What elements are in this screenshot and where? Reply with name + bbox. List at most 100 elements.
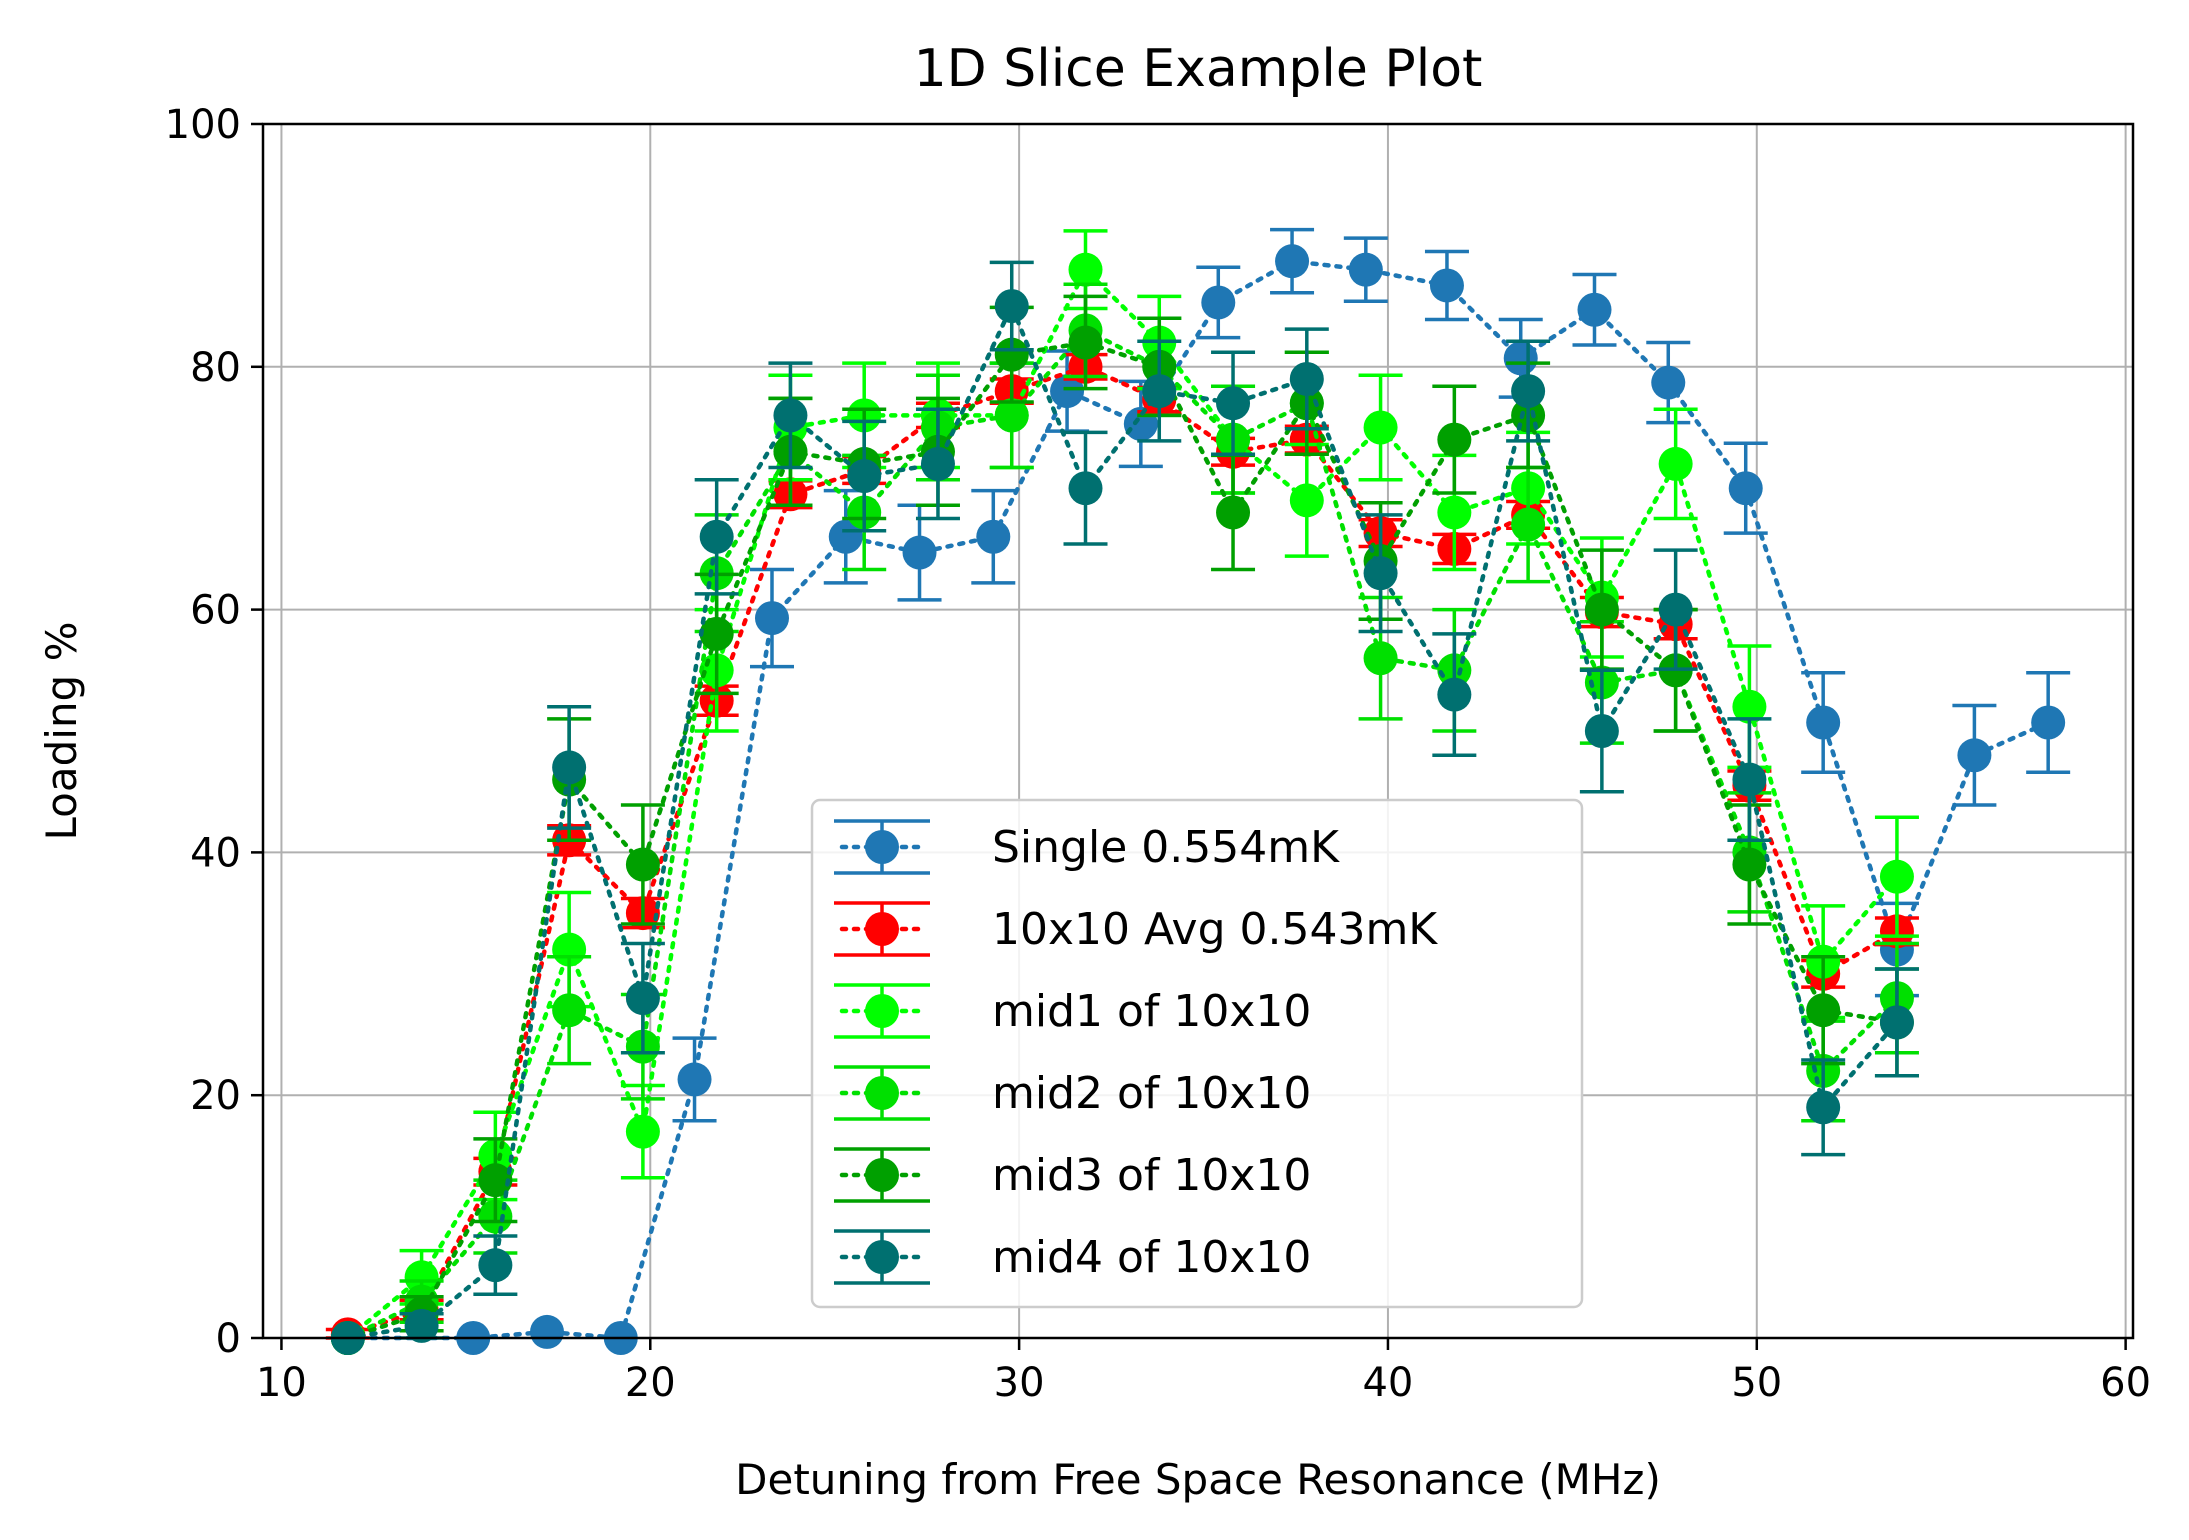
data-point [1363,410,1398,445]
data-point [1068,325,1103,360]
data-point [1732,689,1767,724]
series-group [330,260,1919,1355]
data-point [1658,446,1693,481]
data-point [404,1308,439,1343]
legend-marker [865,1240,899,1274]
data-point [1437,495,1472,530]
legend-marker [865,912,899,946]
legend-marker [865,1076,899,1110]
data-point [1806,1090,1841,1125]
legend-marker [865,830,899,864]
series-line [345,300,1900,1341]
series-line [345,364,1900,1337]
data-point [1363,641,1398,676]
y-tick-label: 60 [190,588,241,634]
legend-item: 10x10 Avg 0.543mK [834,901,1438,957]
y-tick-label: 40 [190,830,241,876]
data-point [1050,374,1085,409]
data-point [1429,268,1464,303]
chart-title: 1D Slice Example Plot [914,39,1483,99]
data-point [1068,471,1103,506]
data-point [1437,422,1472,457]
data-point [1584,592,1619,627]
data-point [1806,993,1841,1028]
data-point [625,981,660,1016]
data-point [478,1163,513,1198]
data-point [1201,285,1236,320]
data-point [976,519,1011,554]
legend-label: 10x10 Avg 0.543mK [992,904,1438,955]
axis-ticks: 10 20 30 40 50 60 0 20 40 60 80 100 [165,102,2151,1406]
x-tick-label: 40 [1362,1360,1413,1406]
series-line [345,265,1900,1341]
x-tick-label: 30 [994,1360,1045,1406]
data-point [1957,738,1992,773]
data-point [1879,859,1914,894]
data-point [1363,556,1398,591]
data-point [773,398,808,433]
data-point [1289,361,1324,396]
series-line [345,327,1900,1341]
legend-item: mid2 of 10x10 [834,1065,1311,1121]
data-point [625,1114,660,1149]
series-line [345,340,1900,1341]
y-tick-label: 80 [190,345,241,391]
data-point [1503,341,1538,376]
data-point [1348,252,1383,287]
legend-box [810,798,1584,1309]
data-point [902,535,937,570]
data-point [404,1260,439,1295]
legend: Single 0.554mK 10x10 Avg 0.543mK mid1 of 1… [810,798,1584,1309]
legend-label: mid1 of 10x10 [992,986,1311,1037]
legend-marker [865,994,899,1028]
data-point [530,1314,565,1349]
data-point [1142,374,1177,409]
data-point [1216,495,1251,530]
x-tick-label: 20 [625,1360,676,1406]
data-point [2031,705,2066,740]
legend-item: mid1 of 10x10 [834,983,1311,1039]
y-tick-label: 20 [190,1073,241,1119]
data-point [1728,471,1763,506]
data-point [1879,1005,1914,1040]
legend-item: mid3 of 10x10 [834,1147,1311,1203]
data-point [677,1062,712,1097]
legend-label: mid3 of 10x10 [992,1150,1311,1201]
data-point [994,398,1029,433]
x-tick-label: 50 [1731,1360,1782,1406]
y-axis-label: Loading % [37,622,86,841]
data-point [1732,847,1767,882]
data-point [625,847,660,882]
data-point [552,993,587,1028]
data-point [699,616,734,651]
legend-marker [865,1158,899,1192]
data-point [1732,762,1767,797]
y-tick-label: 100 [165,102,241,148]
data-point [994,289,1029,324]
data-point [1584,714,1619,748]
data-point [478,1248,513,1283]
data-point [1437,677,1472,712]
legend-item: mid4 of 10x10 [834,1229,1311,1285]
data-point [754,601,789,636]
y-tick-label: 0 [216,1316,241,1362]
data-point [1289,483,1324,518]
data-point [699,519,734,554]
data-point [1511,374,1546,409]
data-point [1216,386,1251,421]
data-point [1806,705,1841,740]
plot-frame [261,122,2135,1340]
x-tick-label: 10 [256,1360,307,1406]
data-point [1068,252,1103,287]
legend-label: mid2 of 10x10 [992,1068,1311,1119]
data-point [828,519,863,554]
data-point [920,446,955,481]
data-point [1511,507,1546,542]
legend-label: Single 0.554mK [992,822,1340,873]
x-axis-label: Detuning from Free Space Resonance (MHz) [735,1455,1661,1504]
legend-item: Single 0.554mK [834,819,1340,875]
data-point [1577,292,1612,327]
legend-label: mid4 of 10x10 [992,1232,1311,1283]
data-point [847,459,882,494]
